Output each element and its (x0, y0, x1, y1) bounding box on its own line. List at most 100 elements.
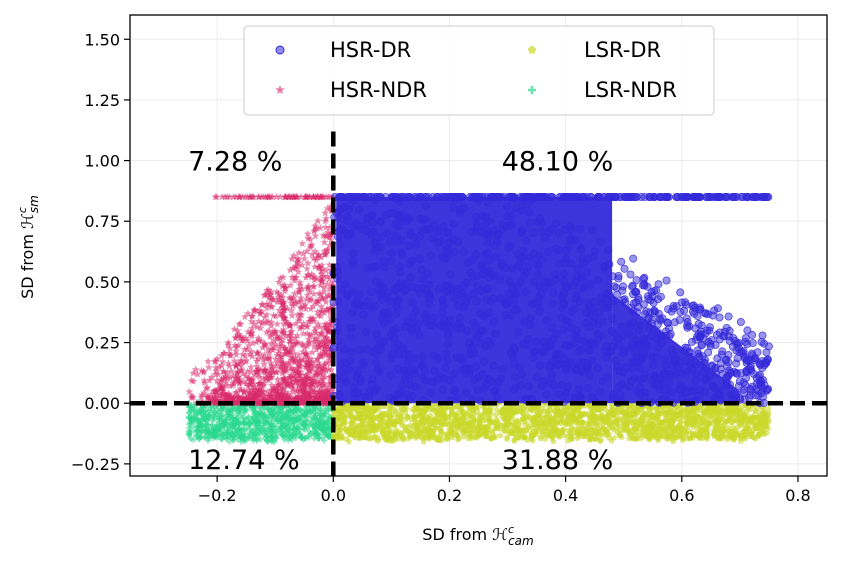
point-lsr-ndr (280, 415, 287, 422)
point-lsr-ndr (226, 422, 233, 429)
point-hsr-ndr (310, 290, 318, 298)
point-lsr-ndr (252, 408, 259, 415)
point-lsr-dr (531, 421, 538, 427)
point-hsr-ndr (316, 224, 325, 232)
point-lsr-dr (543, 424, 550, 431)
point-hsr-ndr (242, 356, 251, 364)
point-lsr-dr (432, 424, 439, 430)
point-hsr-ndr (294, 268, 303, 276)
point-hsr-ndr (298, 239, 307, 247)
point-hsr-ndr (256, 324, 265, 332)
point-lsr-dr (373, 415, 380, 421)
point-lsr-dr (428, 420, 435, 427)
point-lsr-ndr (294, 430, 301, 436)
point-hsr-ndr (325, 355, 334, 364)
point-lsr-dr (551, 430, 558, 437)
point-hsr-ndr (326, 359, 335, 367)
point-hsr-ndr (254, 354, 262, 362)
point-lsr-dr (737, 435, 744, 441)
point-lsr-dr (519, 410, 526, 416)
point-lsr-dr (650, 420, 657, 427)
point-lsr-dr (531, 415, 538, 422)
point-lsr-ndr (321, 437, 328, 444)
point-hsr-dr (481, 219, 490, 228)
point-lsr-dr (511, 421, 518, 428)
point-lsr-ndr (318, 424, 325, 431)
point-hsr-dr (472, 362, 481, 371)
point-lsr-dr (405, 414, 411, 420)
point-hsr-ndr (322, 223, 330, 231)
point-lsr-ndr (189, 424, 196, 431)
point-lsr-ndr (322, 430, 329, 437)
point-lsr-ndr (287, 435, 294, 442)
point-lsr-dr (620, 409, 627, 416)
point-lsr-dr (710, 406, 717, 412)
point-lsr-ndr (265, 438, 271, 445)
point-lsr-dr (579, 419, 586, 425)
point-lsr-dr (584, 423, 591, 430)
point-lsr-ndr (198, 434, 205, 441)
point-lsr-dr (602, 428, 609, 435)
point-hsr-ndr (267, 339, 276, 347)
point-lsr-dr (642, 411, 649, 418)
point-hsr-dr (483, 239, 492, 248)
point-lsr-dr (412, 420, 419, 427)
point-lsr-dr (512, 427, 519, 434)
point-lsr-dr (404, 423, 411, 430)
point-lsr-dr (737, 422, 744, 429)
point-lsr-dr (513, 405, 520, 411)
point-lsr-dr (593, 429, 600, 436)
data-points (185, 192, 773, 445)
point-lsr-dr (575, 425, 582, 432)
point-lsr-dr (712, 424, 719, 430)
point-hsr-dr (616, 390, 625, 399)
point-lsr-dr (408, 426, 415, 433)
point-hsr-ndr (299, 249, 308, 257)
point-lsr-dr (393, 409, 400, 416)
point-lsr-dr (371, 408, 378, 414)
point-lsr-dr (487, 435, 494, 441)
point-hsr-ndr (290, 349, 298, 357)
point-hsr-dr (548, 323, 557, 332)
point-hsr-dr (415, 255, 424, 264)
point-lsr-dr (549, 417, 556, 424)
point-hsr-dr (525, 218, 534, 227)
point-hsr-dr (349, 249, 358, 258)
point-lsr-ndr (193, 433, 200, 440)
point-lsr-dr (658, 429, 665, 435)
point-lsr-ndr (223, 427, 230, 434)
point-lsr-ndr (303, 417, 310, 424)
point-lsr-ndr (229, 432, 236, 439)
point-lsr-dr (695, 433, 702, 440)
point-lsr-dr (438, 436, 445, 443)
point-lsr-dr (672, 434, 679, 441)
point-lsr-dr (686, 428, 693, 435)
point-lsr-ndr (273, 435, 280, 442)
point-hsr-ndr (304, 234, 312, 242)
point-lsr-dr (373, 426, 380, 433)
point-lsr-ndr (200, 415, 207, 422)
point-lsr-dr (493, 412, 500, 418)
point-lsr-dr (678, 424, 685, 430)
point-lsr-dr (618, 426, 625, 433)
point-lsr-ndr (286, 429, 293, 436)
point-hsr-ndr (243, 193, 252, 201)
point-lsr-dr (574, 435, 581, 441)
point-lsr-dr (550, 407, 557, 414)
point-hsr-dr (535, 361, 544, 370)
point-hsr-ndr (204, 357, 212, 365)
point-lsr-ndr (222, 421, 229, 428)
point-hsr-ndr (298, 355, 306, 363)
point-lsr-ndr (237, 438, 244, 445)
point-hsr-ndr (244, 309, 252, 317)
point-lsr-ndr (256, 430, 263, 437)
point-lsr-dr (427, 432, 434, 439)
point-lsr-dr (647, 411, 654, 417)
point-lsr-dr (592, 435, 599, 442)
point-lsr-ndr (241, 427, 248, 434)
point-lsr-dr (534, 410, 541, 416)
point-lsr-ndr (309, 419, 316, 426)
point-hsr-dr (521, 287, 530, 296)
point-lsr-ndr (282, 422, 289, 429)
point-lsr-dr (334, 432, 341, 438)
